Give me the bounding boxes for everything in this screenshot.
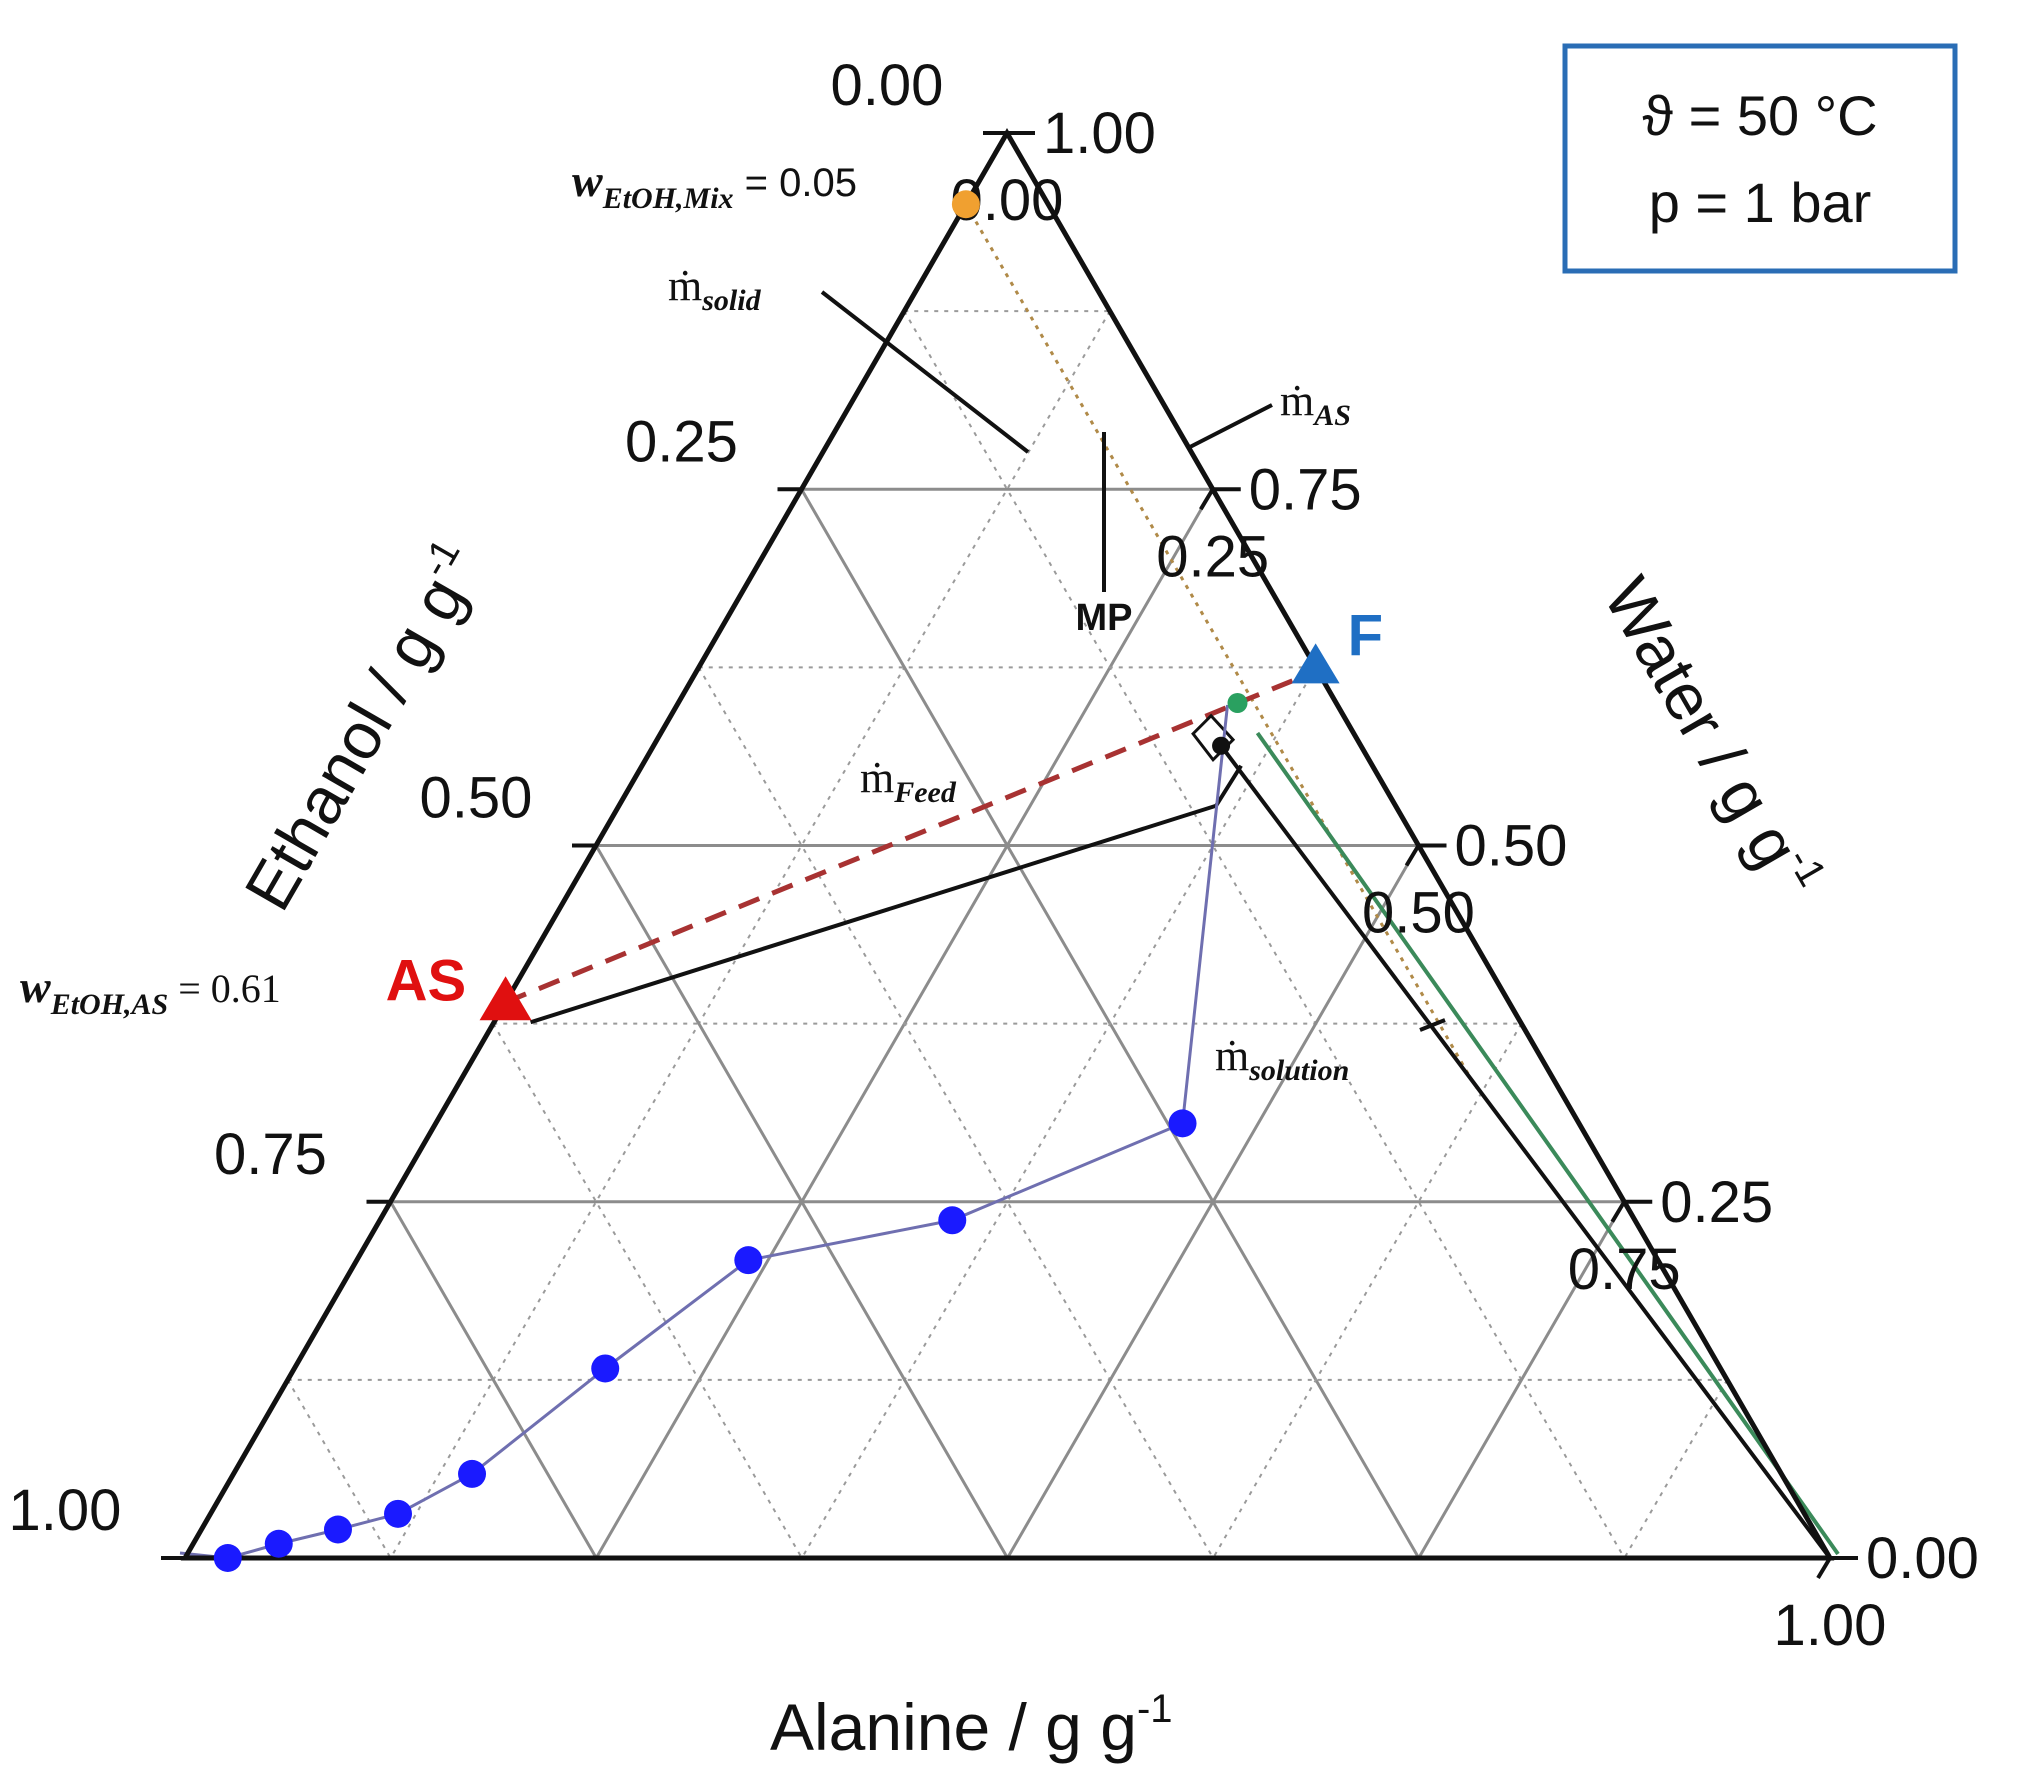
m-solution-leader (1419, 1018, 1446, 1032)
grid-line-ethanol (389, 1200, 598, 1559)
bottom-tick-label: 0.75 (1568, 1237, 1681, 1302)
solubility-point (213, 1544, 242, 1572)
feed-label: F (1348, 603, 1383, 668)
bottom-tick (1816, 1556, 1832, 1580)
right-tick-label: 1.00 (1043, 101, 1156, 166)
mp-label: MP (1076, 597, 1133, 639)
solubility-point (264, 1529, 293, 1558)
pressure-label: p = 1 bar (1649, 171, 1872, 234)
m-feed-sub: Feed (893, 776, 957, 809)
conditions-box (1562, 43, 1958, 274)
mix-line (964, 203, 1478, 1089)
grid-line-alanine (389, 310, 1111, 1559)
grid-line-alanine (1006, 844, 1420, 1559)
grid-line-alanine (1417, 1201, 1626, 1559)
mix-point (951, 190, 980, 219)
grid-line-ethanol (492, 1023, 803, 1559)
left-tick-label: 0.00 (831, 53, 944, 118)
grid-line-ethanol (697, 666, 1214, 1559)
right-tick-label: 0.75 (1249, 457, 1362, 522)
grid-layer (286, 310, 1728, 1559)
feed-point (1291, 643, 1340, 684)
solubility-point (1168, 1109, 1197, 1138)
solubility-point (591, 1354, 620, 1383)
grid-line-ethanol (286, 1379, 392, 1559)
left-tick-label: 0.50 (420, 766, 533, 831)
grid-line-alanine (1212, 1023, 1523, 1559)
m-solid-leader (820, 290, 1030, 454)
grid-line-alanine (801, 666, 1317, 1559)
m-solution-sub: solution (1248, 1054, 1349, 1087)
m-as-prefix: ṁ (1280, 376, 1314, 425)
m-feed-prefix: ṁ (860, 753, 894, 802)
mix-fraction-suffix: = 0.05 (734, 161, 857, 205)
right-axis-title: Water / g g-1 (1590, 564, 1835, 911)
mixing-line (504, 673, 1307, 1005)
left-tick-label: 0.75 (214, 1122, 327, 1187)
green-line (1255, 731, 1840, 1556)
solubility-point (938, 1206, 967, 1235)
solubility-point (458, 1459, 487, 1488)
bottom-tick (1404, 844, 1421, 867)
m-solid-sub: solid (701, 284, 761, 317)
bottom-tick (1199, 488, 1215, 511)
grid-line-alanine (1623, 1379, 1728, 1559)
mp-point (1212, 736, 1231, 755)
bottom-tick-label: 1.00 (1774, 1593, 1887, 1658)
left-tick-label: 0.25 (625, 409, 738, 474)
tick-layer: 0.000.000.000.250.250.250.500.500.500.75… (9, 53, 1979, 1658)
left-tick-label: 1.00 (9, 1478, 122, 1543)
m-solid-prefix: ṁ (668, 261, 702, 310)
m-solid-label: ṁsolid (668, 261, 762, 317)
m-as-sub: AS (1312, 399, 1351, 432)
solubility-point (734, 1246, 763, 1275)
mix-fraction-label: wEtOH,Mix = 0.05 (572, 155, 857, 215)
right-tick-label: 0.50 (1455, 814, 1568, 879)
temperature-label: ϑ = 50 °C (1642, 84, 1877, 147)
as-fraction-sub: EtOH,AS (50, 988, 169, 1021)
m-as-leader (1187, 403, 1273, 450)
mp-box (1191, 713, 1236, 763)
as-fraction-label: wEtOH,AS = 0.61 (20, 961, 281, 1021)
antisolvent-point (479, 976, 532, 1021)
as-fraction-prefix: w (20, 961, 51, 1012)
bottom-axis-title-sup: -1 (1137, 1687, 1173, 1731)
as-fraction-suffix: = 0.61 (168, 966, 281, 1011)
m-solution-prefix: ṁ (1215, 1031, 1249, 1080)
right-tick-label: 0.00 (1866, 1526, 1979, 1591)
bottom-tick-label: 0.25 (1156, 524, 1269, 589)
m-as-label: ṁAS (1280, 376, 1351, 432)
line-layer (179, 203, 1840, 1560)
antisolvent-label: AS (386, 948, 467, 1013)
mix-fraction-sub: EtOH,Mix (602, 182, 734, 215)
m-solution-label: ṁsolution (1215, 1031, 1349, 1087)
feed-balance-line (529, 764, 1243, 1025)
point-layer: F AS (213, 190, 1383, 1572)
bottom-tick (1610, 1200, 1626, 1223)
solubility-point (323, 1515, 352, 1544)
green-point (1227, 693, 1248, 713)
grid-line-ethanol (594, 844, 1009, 1559)
annotation-leaders (820, 290, 1446, 1032)
solubility-point (384, 1499, 413, 1528)
right-tick-label: 0.25 (1660, 1170, 1773, 1235)
bottom-axis-title: Alanine / g g-1 (770, 1687, 1173, 1764)
bottom-tick (993, 131, 1009, 155)
bottom-tick-label: 0.50 (1362, 881, 1475, 946)
solution-line (1219, 744, 1832, 1560)
mix-fraction-prefix: w (572, 155, 603, 206)
left-axis-title: Ethanol / g g-1 (227, 532, 497, 922)
m-feed-label: ṁFeed (860, 753, 957, 809)
